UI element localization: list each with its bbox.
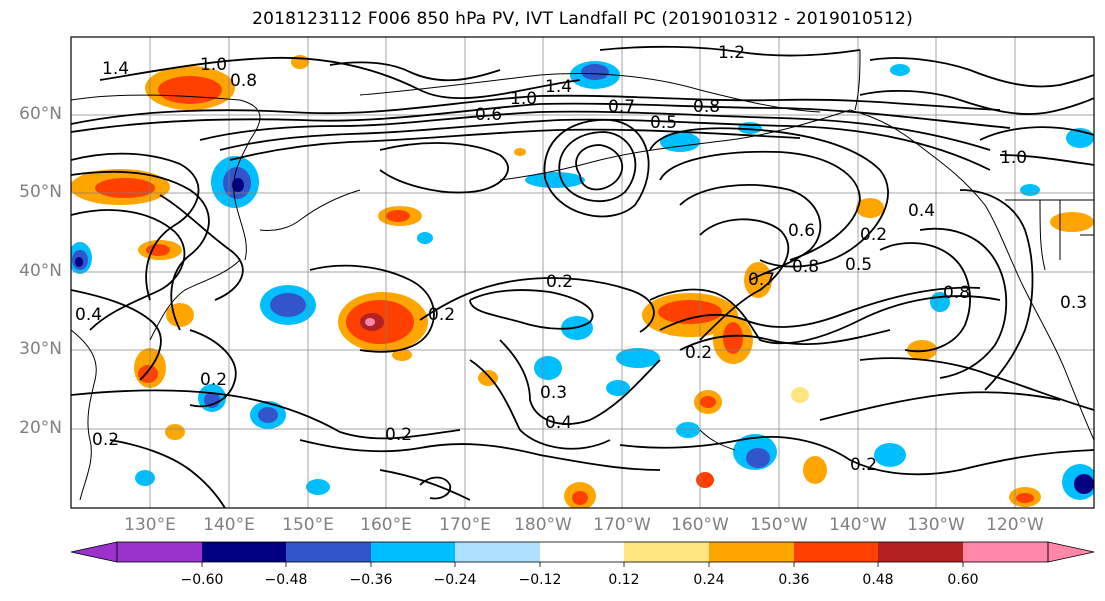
colorbar <box>70 541 1095 567</box>
contour-label: 1.0 <box>1000 148 1027 168</box>
contour-label: 0.5 <box>650 113 677 133</box>
colorbar-extend-min <box>70 541 118 563</box>
lat-label-20n: 20°N <box>19 418 62 438</box>
colorbar-tick-label: 0.48 <box>862 572 894 588</box>
coastlines <box>71 49 1094 501</box>
lon-label-140w: 140°W <box>829 515 887 535</box>
colorbar-tick-label: −0.12 <box>518 572 562 588</box>
contour-label: 0.6 <box>788 221 815 241</box>
lon-label-130e: 130°E <box>124 515 176 535</box>
contour-label: 0.8 <box>230 71 257 91</box>
colorbar-extend-max <box>1047 541 1095 563</box>
contour-label: 0.4 <box>545 413 572 433</box>
lon-label-130w: 130°W <box>907 515 965 535</box>
colorbar-tick-label: 0.12 <box>608 572 640 588</box>
contour-labels: 1.4 1.0 0.8 1.2 1.4 1.0 0.7 0.8 0.6 0.5 … <box>75 43 1087 475</box>
contour-label: 0.2 <box>546 272 573 292</box>
colorbar-tick-label: −0.48 <box>264 572 308 588</box>
colorbar-tick-label: 0.24 <box>693 572 725 588</box>
contour-label: 1.4 <box>545 77 572 97</box>
contour-label: 0.8 <box>693 97 720 117</box>
contour-label: 0.2 <box>685 343 712 363</box>
contour-label: 1.0 <box>510 89 537 109</box>
colorbar-tick-label: −0.24 <box>433 572 477 588</box>
lon-label-150e: 150°E <box>282 515 334 535</box>
lon-label-120w: 120°W <box>986 515 1044 535</box>
contour-label: 0.8 <box>792 257 819 277</box>
lat-label-60n: 60°N <box>19 104 62 124</box>
contour-label: 0.2 <box>850 455 877 475</box>
contour-label: 0.4 <box>908 201 935 221</box>
contour-label: 0.2 <box>428 305 455 325</box>
lon-label-170w: 170°W <box>593 515 651 535</box>
contour-label: 0.2 <box>385 425 412 445</box>
contour-label: 0.3 <box>540 383 567 403</box>
contour-label: 1.2 <box>718 43 745 63</box>
contour-label: 0.2 <box>200 370 227 390</box>
contour-label: 0.7 <box>748 270 775 290</box>
lon-label-160e: 160°E <box>360 515 412 535</box>
colorbar-tick-label: −0.60 <box>180 572 224 588</box>
contour-label: 0.2 <box>860 225 887 245</box>
colorbar-tick-label: 0.60 <box>947 572 979 588</box>
contour-label: 0.7 <box>608 97 635 117</box>
lat-label-50n: 50°N <box>19 182 62 202</box>
lat-label-40n: 40°N <box>19 261 62 281</box>
contour-label: 0.4 <box>75 305 102 325</box>
colorbar-tick-label: 0.36 <box>778 572 810 588</box>
lon-label-170e: 170°E <box>439 515 491 535</box>
lat-label-30n: 30°N <box>19 339 62 359</box>
map-title: 2018123112 F006 850 hPa PV, IVT Landfall… <box>252 9 913 29</box>
lon-label-150w: 150°W <box>750 515 808 535</box>
contour-label: 0.2 <box>92 430 119 450</box>
contour-label: 0.3 <box>1060 293 1087 313</box>
contour-label: 0.8 <box>943 283 970 303</box>
map-frame <box>70 36 1095 509</box>
lon-label-180w: 180°W <box>514 515 572 535</box>
lon-label-140e: 140°E <box>203 515 255 535</box>
contour-label: 0.5 <box>845 255 872 275</box>
contour-label: 1.0 <box>200 55 227 75</box>
contour-label: 0.6 <box>475 105 502 125</box>
lon-label-160w: 160°W <box>671 515 729 535</box>
pv-negative-anomalies <box>71 61 1094 500</box>
pv-contours <box>71 45 1094 508</box>
colorbar-tick-label: −0.36 <box>349 572 393 588</box>
contour-label: 1.4 <box>102 59 129 79</box>
